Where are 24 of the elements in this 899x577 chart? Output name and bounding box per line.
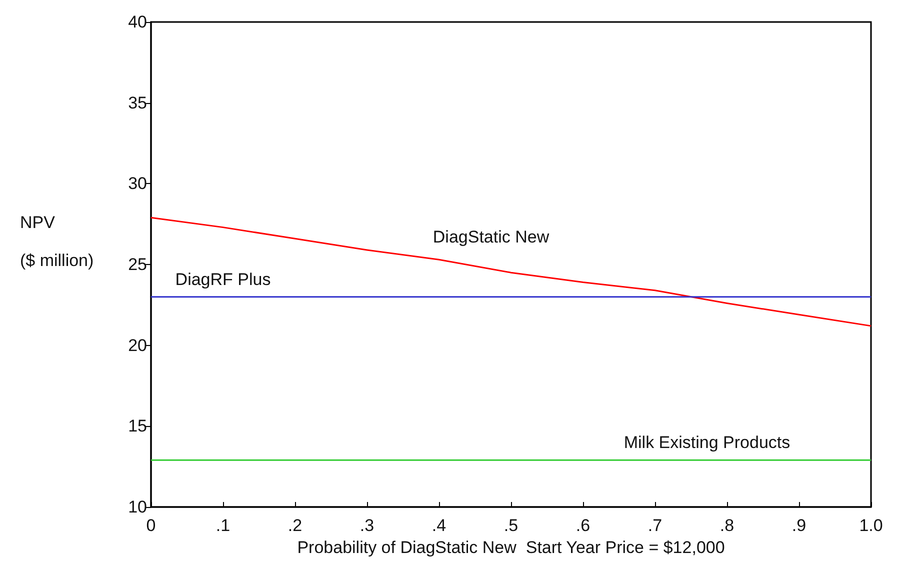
y-tick-label: 40 xyxy=(128,12,147,32)
y-tick-label: 25 xyxy=(128,255,147,274)
x-tick-label: .3 xyxy=(360,516,374,535)
x-tick-label: .7 xyxy=(648,516,662,535)
series-label: Milk Existing Products xyxy=(624,433,790,452)
x-tick-label: .1 xyxy=(216,516,230,535)
x-axis-title: Probability of DiagStatic New Start Year Price = $12,000 xyxy=(297,538,725,557)
line-series xyxy=(150,216,872,327)
x-tick-label: .9 xyxy=(792,516,806,535)
y-tick-label: 15 xyxy=(128,416,147,436)
series-label: DiagRF Plus xyxy=(175,270,271,289)
x-tick-label: .2 xyxy=(288,516,302,535)
x-tick-label: .5 xyxy=(504,516,518,535)
x-tick-label: .6 xyxy=(576,516,590,535)
y-tick-label: 10 xyxy=(128,498,147,516)
x-tick-label: .4 xyxy=(432,516,446,535)
x-tick-label: 0 xyxy=(146,516,156,535)
series-label: DiagStatic New xyxy=(432,228,550,247)
x-tick-label: .8 xyxy=(720,516,734,535)
y-tick-label: 30 xyxy=(128,174,147,194)
y-tick-label: 20 xyxy=(128,336,147,355)
y-tick-label: 35 xyxy=(128,93,147,112)
x-tick-label: 1.0 xyxy=(859,516,883,535)
y-axis-title: NPV ($ million) xyxy=(20,213,94,270)
